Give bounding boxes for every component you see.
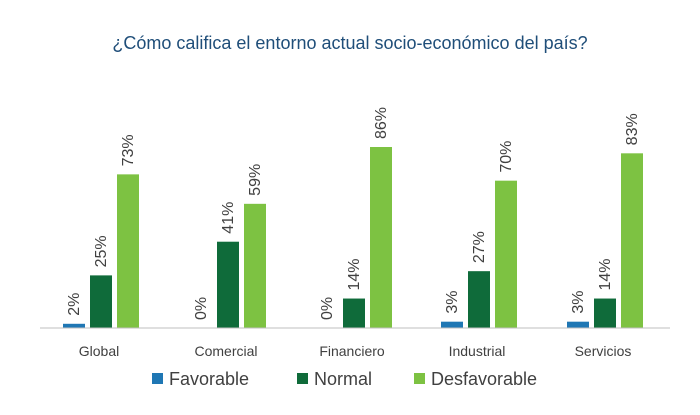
bar-global-normal xyxy=(90,275,112,328)
data-label-global-normal: 25% xyxy=(93,235,110,267)
data-label-comercial-favorable: 0% xyxy=(193,297,210,320)
category-label-comercial: Comercial xyxy=(194,343,257,359)
legend-swatch-desfavorable xyxy=(414,373,425,384)
bar-industrial-favorable xyxy=(441,321,463,328)
bar-industrial-desfavorable xyxy=(495,180,517,328)
legend-label-favorable: Favorable xyxy=(169,369,249,389)
legend-swatch-normal xyxy=(297,373,308,384)
data-label-comercial-normal: 41% xyxy=(220,202,237,234)
data-label-servicios-favorable: 3% xyxy=(570,291,587,314)
data-label-servicios-desfavorable: 83% xyxy=(624,113,641,145)
bar-servicios-normal xyxy=(594,298,616,328)
bar-comercial-normal xyxy=(217,241,239,328)
data-label-industrial-desfavorable: 70% xyxy=(498,141,515,173)
category-label-global: Global xyxy=(79,343,119,359)
bar-servicios-desfavorable xyxy=(621,153,643,328)
data-label-financiero-normal: 14% xyxy=(346,259,363,291)
data-label-financiero-favorable: 0% xyxy=(319,297,336,320)
category-label-financiero: Financiero xyxy=(319,343,385,359)
category-label-industrial: Industrial xyxy=(449,343,506,359)
bar-industrial-normal xyxy=(468,271,490,328)
data-label-industrial-favorable: 3% xyxy=(444,291,461,314)
bar-financiero-desfavorable xyxy=(370,147,392,328)
legend: Favorable Normal Desfavorable xyxy=(152,369,537,389)
data-label-servicios-normal: 14% xyxy=(597,259,614,291)
data-label-comercial-desfavorable: 59% xyxy=(247,164,264,196)
plot-area: 2% 25% 73% 0% 41% 59% 0% 14% 86% 3% 27% 70% 3% 14% 83% xyxy=(63,107,643,328)
data-label-financiero-desfavorable: 86% xyxy=(373,107,390,139)
legend-label-normal: Normal xyxy=(314,369,372,389)
category-labels: Global Comercial Financiero Industrial Servi… xyxy=(79,343,632,359)
legend-label-desfavorable: Desfavorable xyxy=(431,369,537,389)
bar-comercial-desfavorable xyxy=(244,203,266,328)
data-label-global-desfavorable: 73% xyxy=(120,134,137,166)
bar-global-desfavorable xyxy=(117,174,139,328)
bar-financiero-normal xyxy=(343,298,365,328)
legend-swatch-favorable xyxy=(152,373,163,384)
chart-title: ¿Cómo califica el entorno actual socio-e… xyxy=(112,33,587,53)
data-label-industrial-normal: 27% xyxy=(471,231,488,263)
category-label-servicios: Servicios xyxy=(575,343,632,359)
bar-servicios-favorable xyxy=(567,321,589,328)
bar-global-favorable xyxy=(63,323,85,328)
data-label-global-favorable: 2% xyxy=(66,293,83,316)
